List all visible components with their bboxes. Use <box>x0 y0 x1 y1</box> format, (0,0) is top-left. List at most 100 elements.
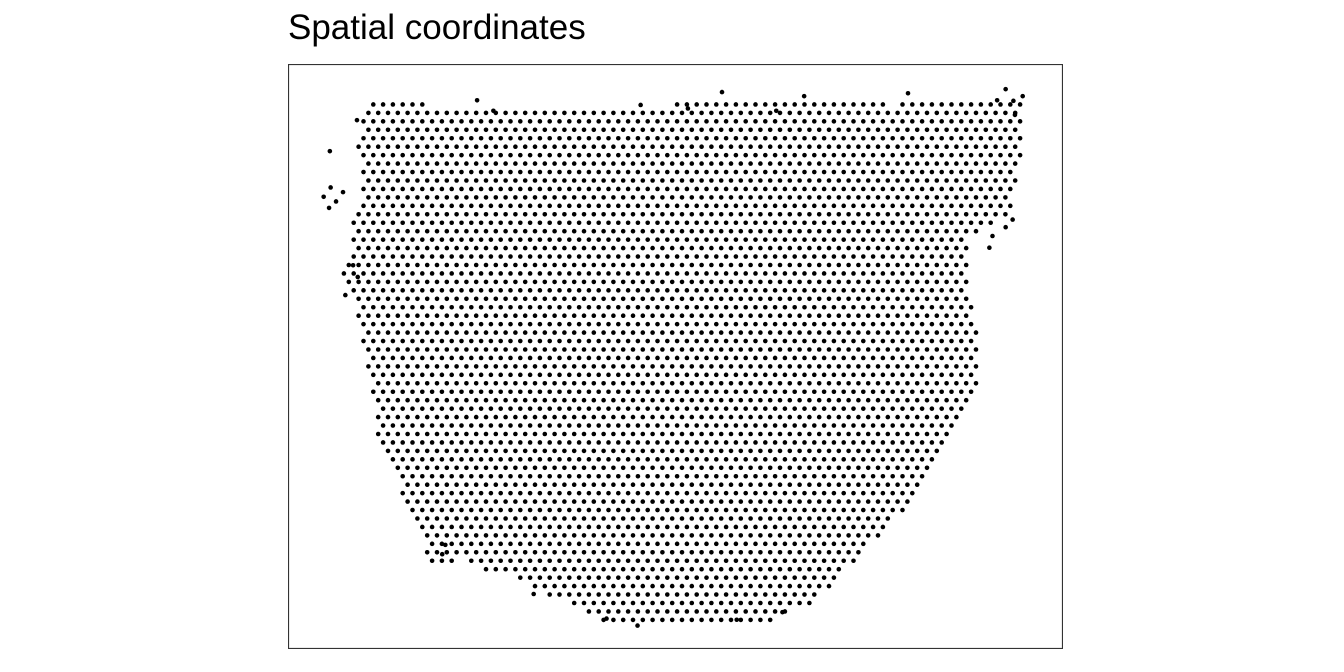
spot-point <box>630 262 636 268</box>
spot-point <box>924 245 930 251</box>
spot-point <box>816 195 822 200</box>
spot-point <box>635 609 641 614</box>
spot-point <box>640 195 646 200</box>
spot-point <box>449 541 454 547</box>
spot-point <box>880 490 886 496</box>
spot-point <box>763 152 768 158</box>
spot-point <box>415 414 420 420</box>
spot-point <box>620 414 626 420</box>
spot-point <box>885 161 891 166</box>
spot-point <box>591 516 597 521</box>
spot-point <box>861 406 866 411</box>
spot-point <box>420 457 425 462</box>
spot-point <box>429 524 435 530</box>
spot-point <box>581 431 587 437</box>
spot-point <box>380 169 386 175</box>
spot-point <box>797 330 802 335</box>
spot-point <box>699 347 704 352</box>
spot-point <box>410 169 415 175</box>
spot-point <box>954 245 959 251</box>
spot-point <box>944 296 949 302</box>
spot-point <box>557 575 562 580</box>
spot-point <box>821 169 827 175</box>
spot-point <box>669 296 675 302</box>
spot-point <box>856 499 861 504</box>
spot-point <box>371 389 376 395</box>
spot-point <box>665 490 670 496</box>
spot-point <box>841 355 846 361</box>
spot-point <box>905 364 910 369</box>
spot-point <box>390 152 396 158</box>
spot-point <box>557 338 562 344</box>
spot-point <box>571 347 577 352</box>
spot-point <box>508 423 513 428</box>
spot-point <box>581 499 587 504</box>
spot-point <box>464 381 469 386</box>
spot-point <box>1011 98 1016 104</box>
spot-point <box>812 440 817 445</box>
spot-point <box>429 389 435 395</box>
spot-point <box>429 169 435 175</box>
spot-point <box>356 313 361 318</box>
spot-point <box>709 499 714 504</box>
spot-point <box>473 364 479 369</box>
spot-point <box>513 245 518 251</box>
spot-point <box>865 499 871 504</box>
spot-point <box>1008 119 1013 124</box>
spot-point <box>831 558 837 564</box>
spot-point <box>630 127 636 133</box>
spot-point <box>503 381 508 386</box>
spot-point <box>704 271 709 276</box>
spot-point <box>454 516 459 521</box>
spot-point <box>772 490 778 496</box>
spot-point <box>821 558 827 564</box>
spot-point <box>934 195 940 200</box>
spot-point <box>890 473 895 479</box>
spot-point <box>439 507 445 513</box>
spot-point <box>787 161 793 166</box>
spot-point <box>424 313 430 318</box>
spot-point <box>640 431 646 437</box>
spot-point <box>851 254 856 259</box>
spot-point <box>557 507 562 513</box>
spot-point <box>733 169 739 175</box>
spot-point <box>826 330 832 335</box>
spot-point <box>415 516 420 521</box>
spot-point <box>532 465 538 471</box>
spot-point <box>758 364 763 369</box>
spot-point <box>758 313 763 318</box>
spot-point <box>890 220 895 226</box>
spot-point <box>483 431 489 437</box>
spot-point <box>846 195 851 200</box>
spot-point <box>454 499 459 504</box>
spot-point <box>630 465 636 471</box>
spot-point <box>895 245 900 251</box>
spot-point <box>395 178 401 183</box>
spot-point <box>562 279 567 285</box>
spot-point <box>522 550 528 555</box>
spot-point <box>576 473 582 479</box>
spot-point <box>439 490 445 496</box>
spot-point <box>782 457 788 462</box>
spot-point <box>885 414 891 420</box>
spot-point <box>537 254 543 259</box>
spot-point <box>415 110 420 116</box>
spot-point <box>714 355 719 361</box>
spot-point <box>380 423 386 428</box>
spot-point <box>395 212 401 217</box>
spot-point <box>616 355 621 361</box>
spot-point <box>1012 161 1018 166</box>
spot-point <box>807 364 812 369</box>
spot-point <box>812 152 817 158</box>
spot-point <box>429 203 435 209</box>
spot-point <box>444 110 450 116</box>
spot-point <box>611 566 616 572</box>
spot-point <box>836 313 842 318</box>
spot-point <box>596 609 601 614</box>
spot-point <box>655 440 660 445</box>
spot-point <box>851 355 856 361</box>
spot-point <box>478 203 484 209</box>
spot-point <box>865 313 871 318</box>
spot-point <box>620 161 626 166</box>
spot-point <box>375 397 381 403</box>
